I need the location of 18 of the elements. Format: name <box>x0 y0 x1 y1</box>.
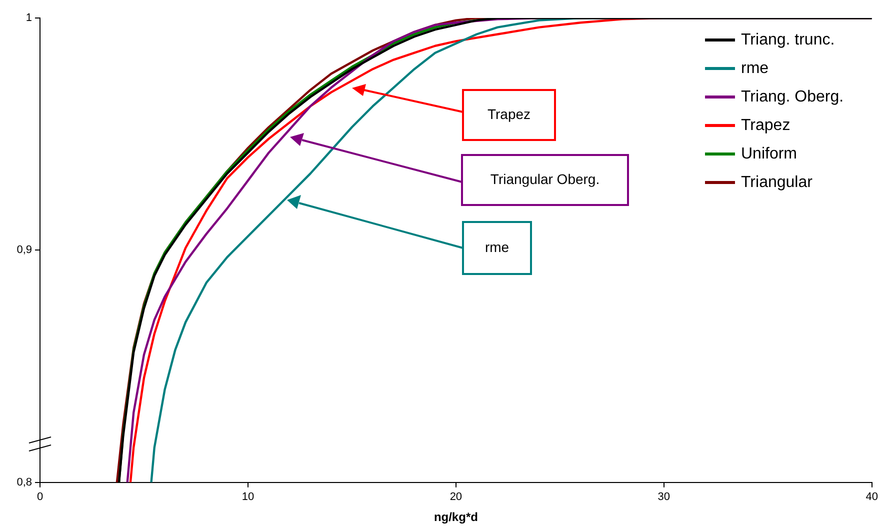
legend-label: Triangular <box>741 174 814 191</box>
y-tick-label: 0,8 <box>16 476 32 488</box>
x-tick-label: 10 <box>242 491 254 504</box>
x-tick-label: 30 <box>658 491 670 504</box>
legend-label: rme <box>741 60 769 77</box>
y-tick-label: 0,9 <box>16 244 32 256</box>
y-tick-label: 1 <box>26 12 32 24</box>
x-tick-label: 0 <box>36 491 44 504</box>
x-tick-label: 40 <box>866 491 878 504</box>
annotation: rme <box>484 238 510 255</box>
x-axis-title: ng/kg*d <box>434 510 478 524</box>
legend-label: Triang. trunc. <box>741 31 835 48</box>
legend-label: Triang. Oberg. <box>741 88 844 106</box>
legend-label: Trapez <box>741 116 790 134</box>
legend-label: Uniform <box>741 145 798 162</box>
x-tick-label: 20 <box>450 491 462 504</box>
annotation: Triangular Oberg. <box>490 170 600 187</box>
annotation: Trapez <box>487 106 531 122</box>
